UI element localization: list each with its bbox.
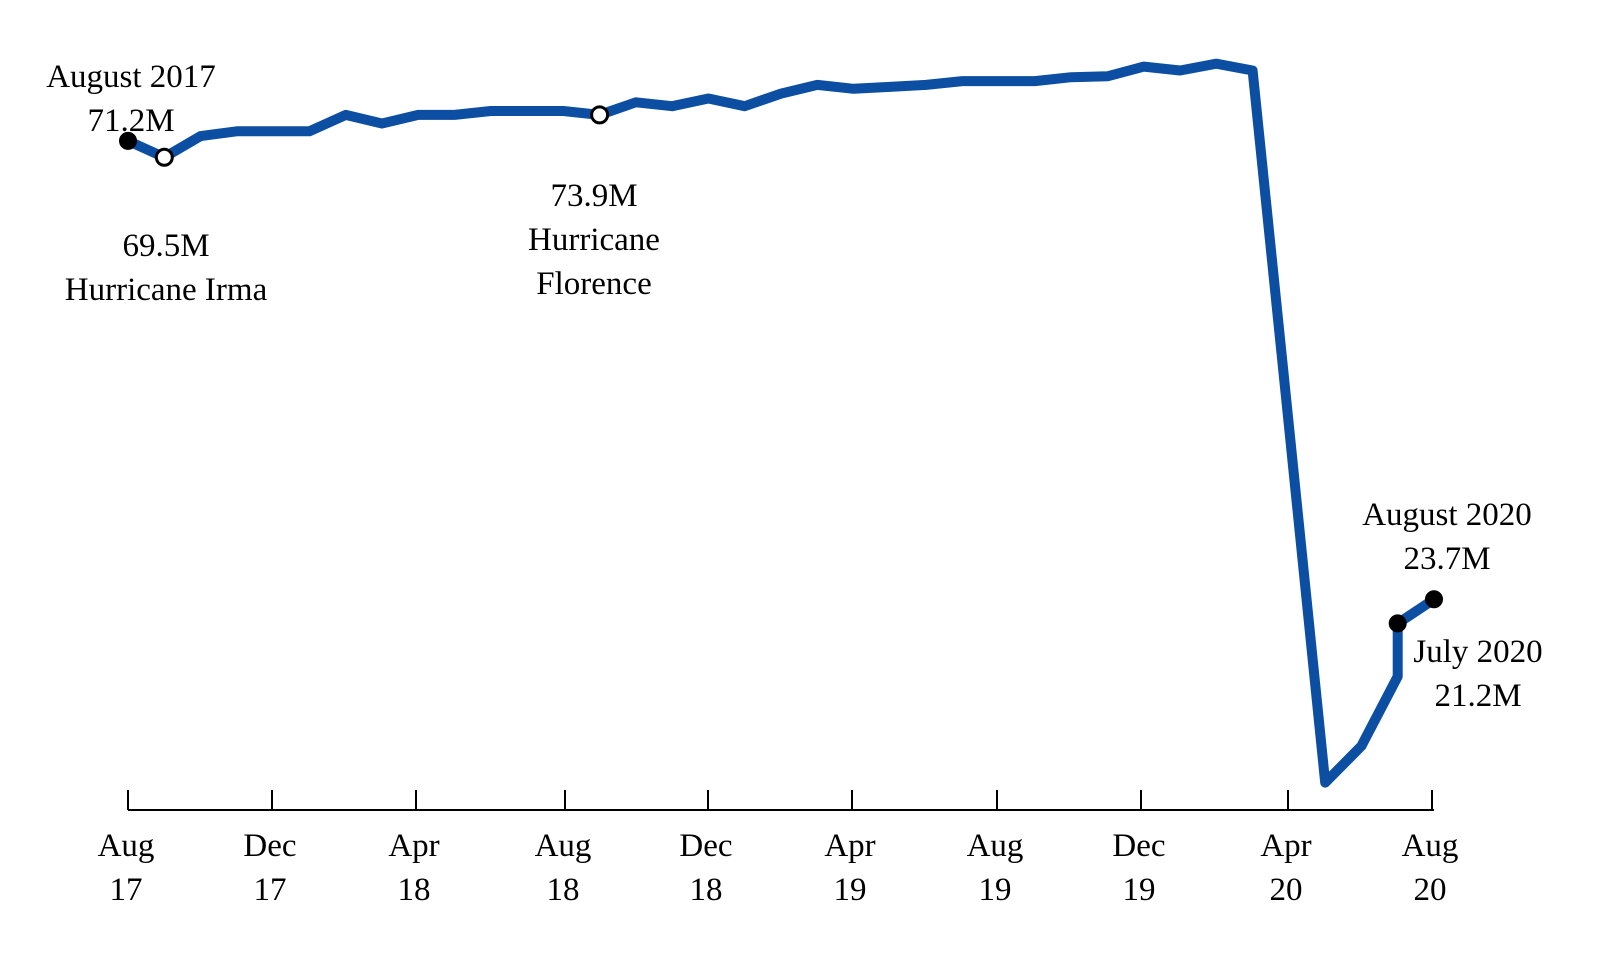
annotation-date: August 2017: [46, 59, 216, 95]
x-tick-label-year: 19: [979, 872, 1012, 908]
series-line: [125, 58, 1437, 788]
x-tick-label-year: 18: [398, 872, 431, 908]
annotation-value: 21.2M: [1434, 678, 1521, 714]
annotation-event: Florence: [536, 266, 651, 302]
x-tick-label-year: 17: [110, 872, 143, 908]
annotation-event: Hurricane: [528, 222, 660, 258]
annotation-value: 23.7M: [1403, 541, 1490, 577]
annotation-event: Hurricane Irma: [65, 272, 268, 308]
x-tick-label-month: Apr: [1260, 828, 1311, 864]
x-tick-label-year: 20: [1270, 872, 1303, 908]
x-tick-group: Aug 17 Dec 17 Apr 18 Aug 18 Dec 18 Apr 19 Aug 19 Dec 19…: [98, 790, 1459, 908]
annotation-value: 73.9M: [550, 178, 637, 214]
x-tick-label-year: 17: [254, 872, 287, 908]
x-tick-label-month: Apr: [824, 828, 875, 864]
x-tick-label-month: Dec: [243, 828, 296, 864]
x-tick-label-year: 19: [1123, 872, 1156, 908]
annotation-group: August 2017 71.2M 69.5M Hurricane Irma 73.9M…: [46, 59, 1542, 714]
filled-point-marker: [1388, 614, 1407, 633]
series-line-group: [125, 58, 1437, 788]
filled-point-marker: [1425, 590, 1443, 609]
annotation-value: 69.5M: [122, 228, 209, 264]
x-tick-label-month: Aug: [98, 828, 155, 864]
x-tick-label-year: 19: [834, 872, 867, 908]
x-tick-label-month: Dec: [1112, 828, 1165, 864]
x-tick-label-month: Apr: [388, 828, 439, 864]
hollow-point-marker: [590, 105, 610, 125]
point-marker-group: [119, 105, 1443, 633]
annotation-value: 71.2M: [87, 103, 174, 139]
x-tick-label-month: Dec: [679, 828, 732, 864]
annotation-date: July 2020: [1413, 634, 1542, 670]
x-tick-label-month: Aug: [967, 828, 1024, 864]
x-tick-label-month: Aug: [1402, 828, 1459, 864]
filled-point-marker: [119, 131, 137, 150]
x-tick-label-year: 18: [690, 872, 723, 908]
x-tick-label-year: 18: [547, 872, 580, 908]
hollow-point-marker: [154, 147, 174, 167]
annotation-date: August 2020: [1362, 497, 1532, 533]
x-tick-label-year: 20: [1414, 872, 1447, 908]
x-tick-label-month: Aug: [535, 828, 592, 864]
